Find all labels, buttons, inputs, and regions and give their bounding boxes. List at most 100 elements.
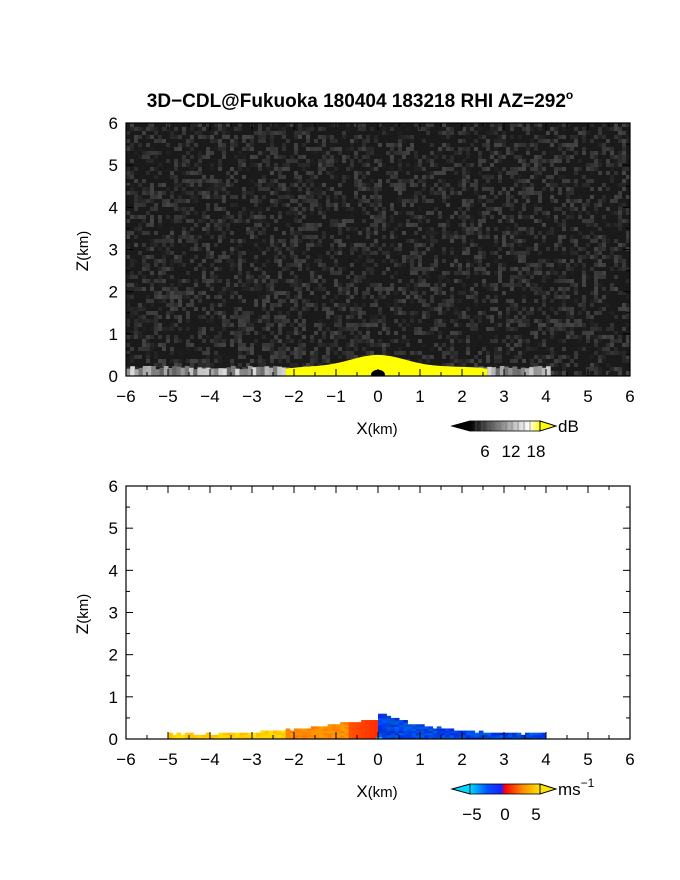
noise-cell	[294, 207, 298, 211]
noise-cell	[518, 175, 522, 179]
intensity-colorbar-high-arrow	[539, 420, 558, 432]
noise-cell	[342, 335, 346, 339]
noise-cell	[198, 327, 202, 331]
velocity-negative-cell	[390, 732, 396, 736]
noise-cell	[514, 143, 518, 147]
noise-cell	[466, 163, 470, 167]
noise-cell	[178, 199, 182, 203]
velocity-positive-cell	[365, 724, 371, 727]
noise-cell	[246, 319, 250, 323]
noise-cell	[182, 131, 186, 135]
noise-cell	[494, 123, 498, 127]
noise-cell	[398, 163, 402, 167]
noise-cell	[190, 287, 194, 291]
noise-cell	[182, 163, 186, 167]
y-tick-label: 2	[109, 283, 118, 302]
noise-cell	[570, 251, 574, 255]
noise-cell	[398, 167, 402, 171]
noise-cell	[342, 199, 346, 203]
noise-cell	[142, 279, 146, 283]
noise-cell	[306, 227, 310, 231]
x-tick-label: −3	[242, 750, 261, 769]
noise-cell	[206, 295, 210, 299]
noise-cell	[370, 283, 374, 287]
noise-cell	[354, 187, 358, 191]
noise-cell	[474, 355, 478, 359]
noise-cell	[590, 299, 594, 303]
noise-cell	[522, 323, 526, 327]
noise-cell	[258, 355, 262, 359]
noise-cell	[510, 195, 514, 199]
noise-cell	[462, 203, 466, 207]
noise-cell	[550, 319, 554, 323]
noise-cell	[154, 127, 158, 131]
noise-cell	[230, 259, 234, 263]
noise-cell	[358, 275, 362, 279]
noise-cell	[194, 279, 198, 283]
noise-cell	[326, 171, 330, 175]
noise-cell	[346, 203, 350, 207]
noise-cell	[398, 187, 402, 191]
noise-cell	[426, 219, 430, 223]
noise-cell	[270, 147, 274, 151]
noise-cell	[618, 247, 622, 251]
noise-cell	[378, 291, 382, 295]
noise-cell	[126, 139, 130, 143]
noise-cell	[538, 219, 542, 223]
noise-cell	[230, 247, 234, 251]
velocity-positive-cell	[281, 730, 287, 734]
noise-cell	[314, 203, 318, 207]
noise-cell	[342, 175, 346, 179]
noise-cell	[566, 335, 570, 339]
velocity-negative-cell	[386, 726, 392, 729]
noise-cell	[326, 251, 330, 255]
noise-cell	[482, 235, 486, 239]
noise-cell	[210, 135, 214, 139]
noise-cell	[182, 159, 186, 163]
noise-cell	[270, 307, 274, 311]
noise-cell	[214, 275, 218, 279]
noise-cell	[510, 231, 514, 235]
noise-cell	[582, 219, 586, 223]
noise-cell	[166, 315, 170, 319]
noise-cell	[550, 371, 554, 375]
noise-cell	[510, 279, 514, 283]
noise-cell	[314, 227, 318, 231]
noise-cell	[594, 155, 598, 159]
noise-cell	[398, 179, 402, 183]
noise-cell	[162, 283, 166, 287]
noise-cell	[282, 343, 286, 347]
noise-cell	[626, 343, 630, 347]
noise-cell	[590, 315, 594, 319]
noise-cell	[150, 135, 154, 139]
noise-cell	[302, 127, 306, 131]
noise-cell	[542, 275, 546, 279]
noise-cell	[566, 307, 570, 311]
velocity-positive-cell	[184, 734, 190, 738]
velocity-positive-cell	[180, 736, 186, 739]
velocity-positive-cell	[365, 730, 371, 734]
noise-cell	[610, 287, 614, 291]
noise-cell	[262, 319, 266, 323]
velocity-positive-cell	[273, 736, 278, 739]
velocity-positive-cell	[222, 734, 228, 738]
noise-cell	[574, 363, 578, 367]
noise-cell	[298, 123, 302, 127]
noise-cell	[282, 291, 286, 295]
noise-cell	[382, 315, 386, 319]
noise-cell	[346, 299, 350, 303]
noise-cell	[406, 199, 410, 203]
noise-cell	[134, 135, 138, 139]
intensity-band-column	[126, 368, 131, 376]
noise-cell	[254, 163, 258, 167]
noise-cell	[514, 335, 518, 339]
noise-cell	[238, 271, 242, 275]
noise-cell	[186, 191, 190, 195]
noise-cell	[350, 355, 354, 359]
noise-cell	[386, 327, 390, 331]
noise-cell	[534, 291, 538, 295]
noise-cell	[558, 167, 562, 171]
velocity-negative-cell	[386, 728, 392, 732]
noise-cell	[262, 279, 266, 283]
